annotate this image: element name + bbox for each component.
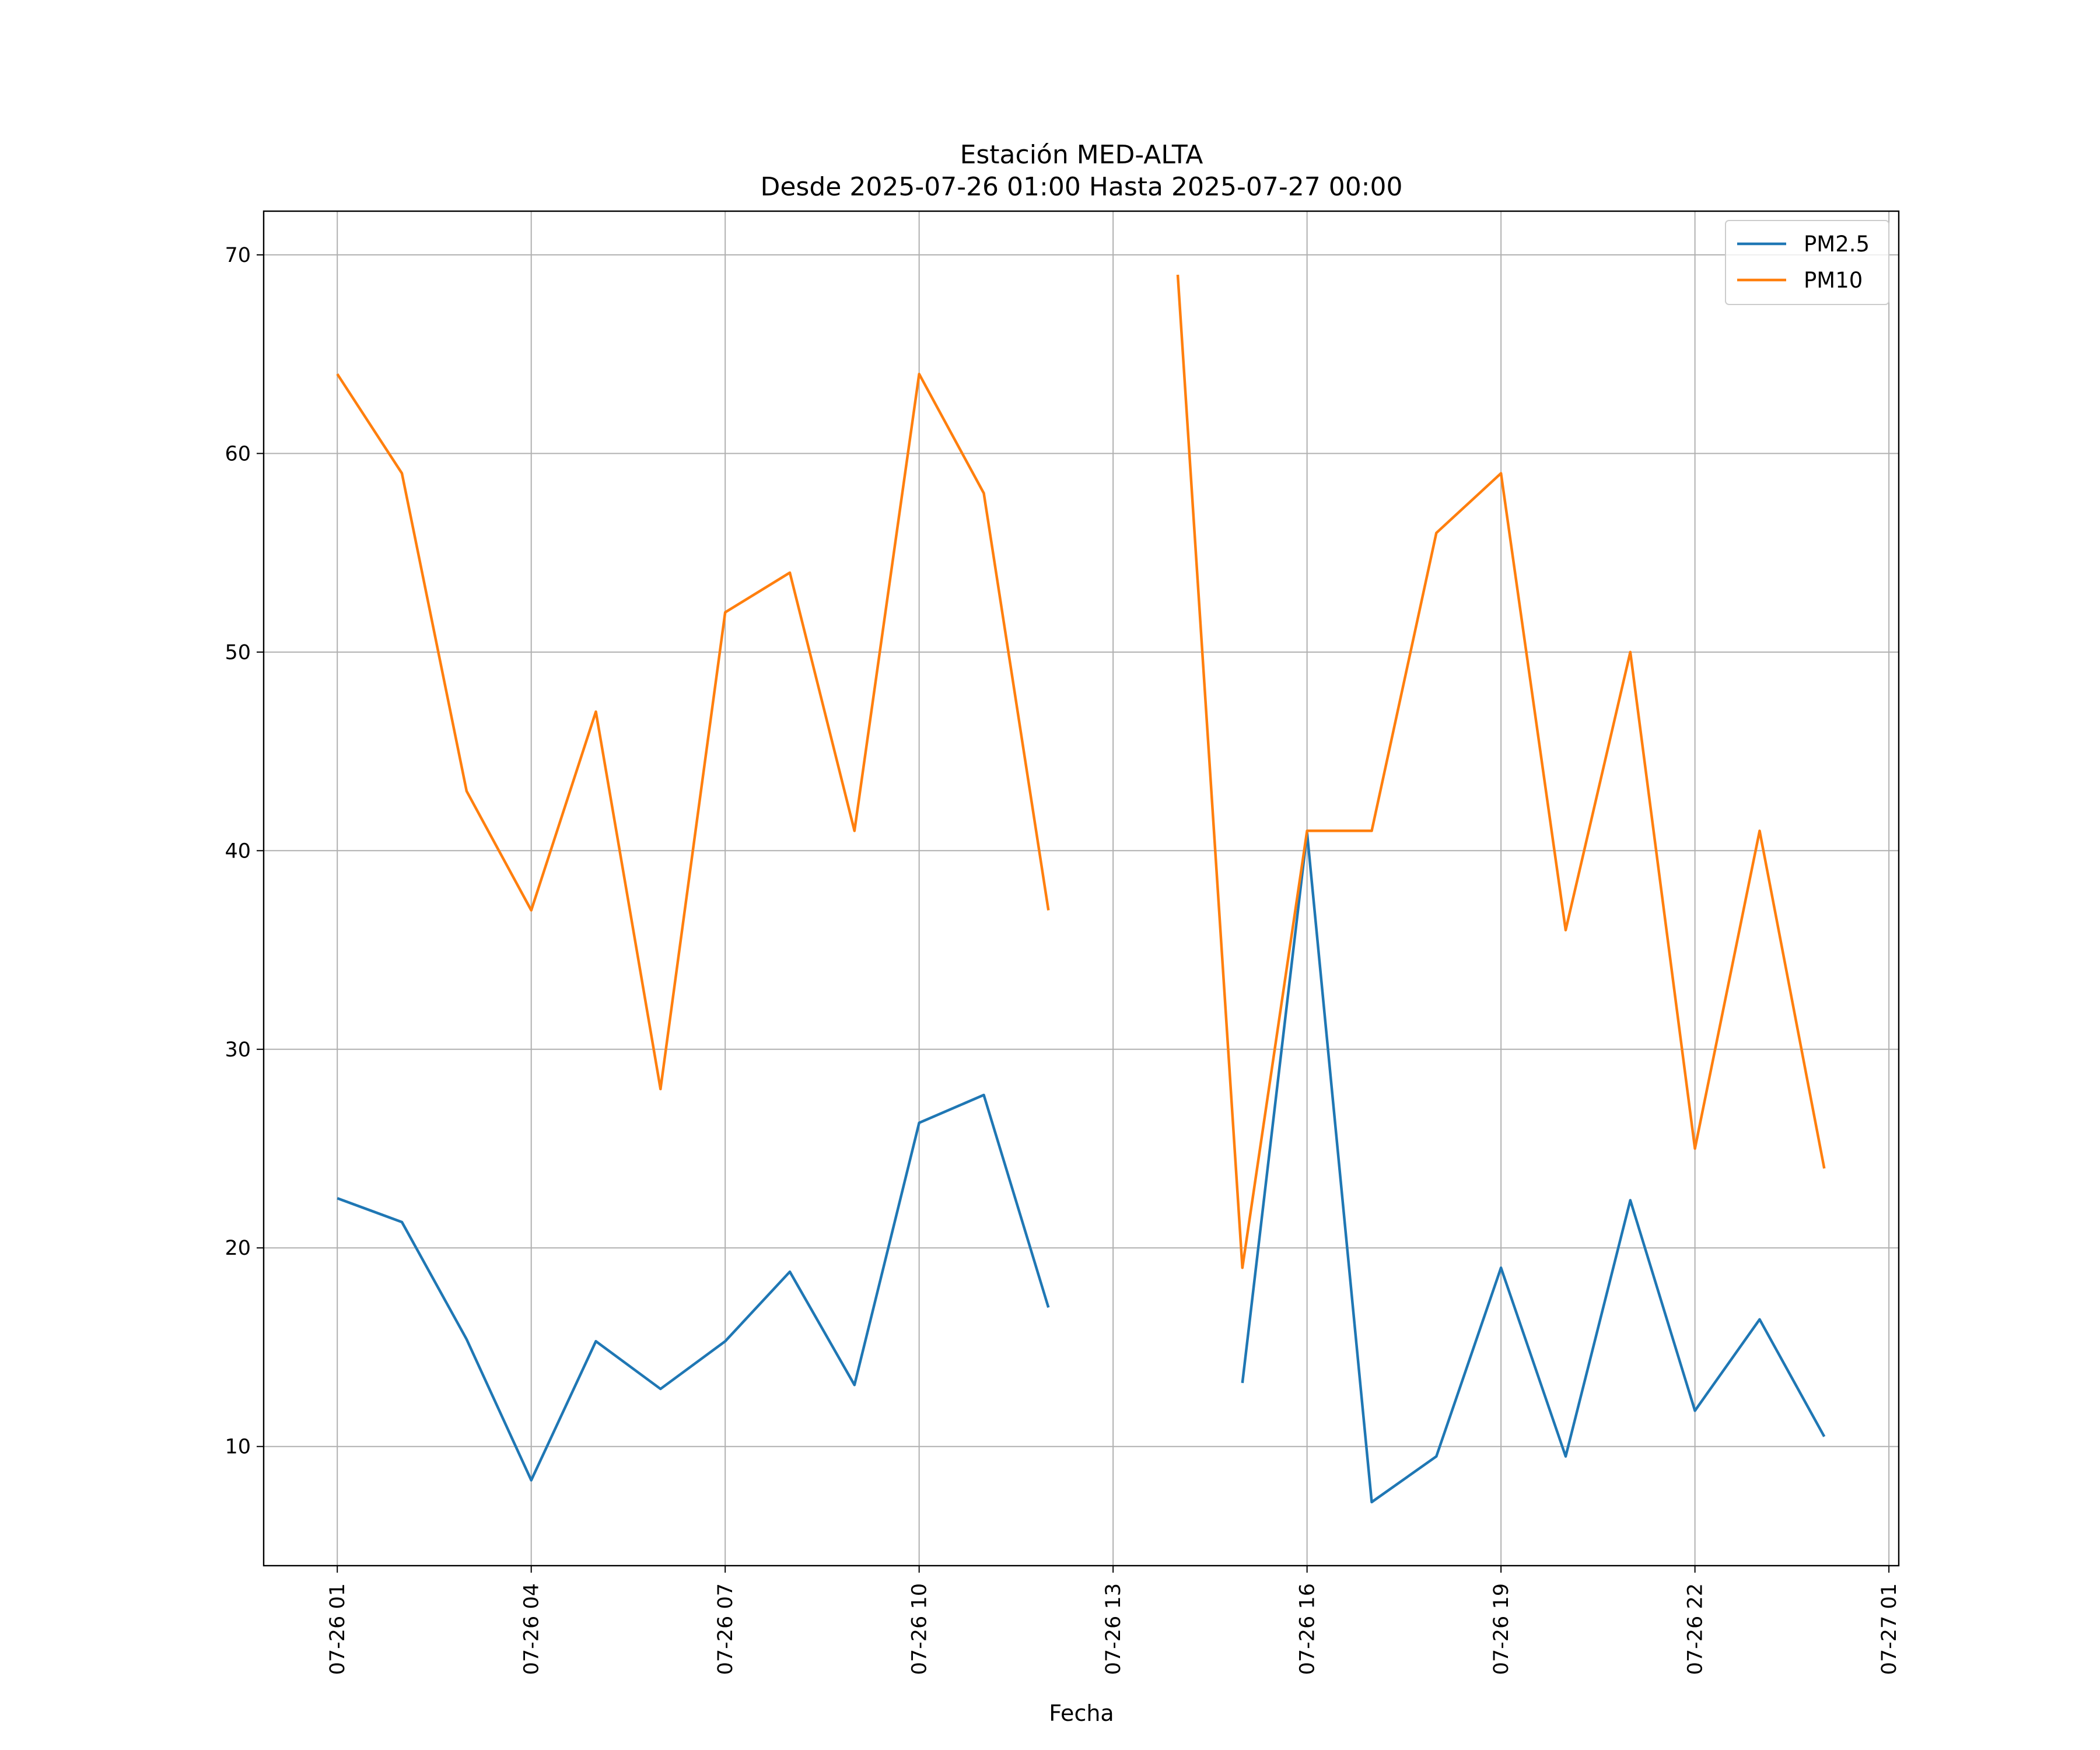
y-tick-label: 40 bbox=[225, 839, 251, 863]
legend-label: PM2.5 bbox=[1804, 232, 1870, 257]
x-tick-label: 07-26 16 bbox=[1296, 1583, 1320, 1675]
y-axis: 10 20 30 40 50 60 70 bbox=[225, 244, 264, 1459]
x-axis-label: Fecha bbox=[1049, 1700, 1114, 1726]
x-tick-label: 07-26 22 bbox=[1684, 1583, 1707, 1675]
x-tick-label: 07-26 07 bbox=[714, 1583, 737, 1675]
x-tick-label: 07-26 10 bbox=[908, 1583, 932, 1675]
series-line-pm25 bbox=[337, 831, 1826, 1504]
legend-label: PM10 bbox=[1804, 268, 1863, 293]
x-axis: 07-26 01 07-26 04 07-26 07 07-26 10 07-26 13… bbox=[326, 1566, 1901, 1675]
series-line-pm10 bbox=[336, 274, 1826, 1269]
legend: PM2.5 PM10 bbox=[1725, 220, 1889, 305]
y-tick-label: 20 bbox=[225, 1237, 251, 1260]
y-tick-label: 30 bbox=[225, 1038, 251, 1062]
x-tick-label: 07-27 01 bbox=[1878, 1583, 1901, 1675]
x-tick-label: 07-26 13 bbox=[1102, 1583, 1125, 1675]
chart-title: Estación MED-ALTA bbox=[960, 140, 1203, 170]
legend-box bbox=[1725, 220, 1889, 305]
series-lines bbox=[336, 274, 1826, 1504]
y-tick-label: 10 bbox=[225, 1436, 251, 1459]
y-tick-label: 70 bbox=[225, 244, 251, 267]
plot-frame bbox=[262, 210, 1900, 1567]
x-tick-label: 07-26 19 bbox=[1490, 1583, 1513, 1675]
x-tick-label: 07-26 04 bbox=[520, 1583, 544, 1675]
y-tick-label: 50 bbox=[225, 641, 251, 664]
y-tick-label: 60 bbox=[225, 442, 251, 466]
x-tick-label: 07-26 01 bbox=[326, 1583, 349, 1675]
chart-subtitle: Desde 2025-07-26 01:00 Hasta 2025-07-27 … bbox=[760, 172, 1402, 202]
